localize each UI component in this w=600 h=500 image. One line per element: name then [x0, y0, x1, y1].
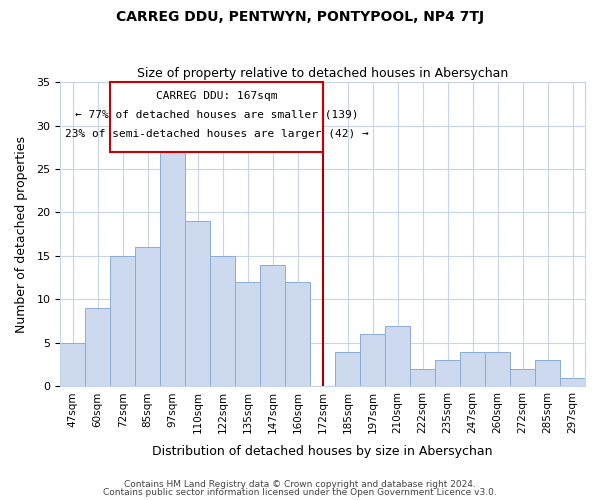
- Bar: [135, 248, 160, 386]
- Bar: [560, 378, 585, 386]
- Bar: [185, 221, 210, 386]
- X-axis label: Distribution of detached houses by size in Abersychan: Distribution of detached houses by size …: [152, 444, 493, 458]
- Text: ← 77% of detached houses are smaller (139): ← 77% of detached houses are smaller (13…: [74, 109, 358, 119]
- Bar: [110, 256, 135, 386]
- FancyBboxPatch shape: [110, 82, 323, 152]
- Bar: [460, 352, 485, 386]
- Bar: [385, 326, 410, 386]
- Text: Contains HM Land Registry data © Crown copyright and database right 2024.: Contains HM Land Registry data © Crown c…: [124, 480, 476, 489]
- Bar: [360, 334, 385, 386]
- Bar: [335, 352, 360, 386]
- Bar: [285, 282, 310, 387]
- Bar: [60, 343, 85, 386]
- Y-axis label: Number of detached properties: Number of detached properties: [15, 136, 28, 332]
- Bar: [435, 360, 460, 386]
- Text: Contains public sector information licensed under the Open Government Licence v3: Contains public sector information licen…: [103, 488, 497, 497]
- Bar: [410, 369, 435, 386]
- Bar: [235, 282, 260, 387]
- Bar: [85, 308, 110, 386]
- Bar: [535, 360, 560, 386]
- Text: CARREG DDU: 167sqm: CARREG DDU: 167sqm: [155, 91, 277, 101]
- Bar: [485, 352, 510, 386]
- Bar: [210, 256, 235, 386]
- Text: 23% of semi-detached houses are larger (42) →: 23% of semi-detached houses are larger (…: [65, 129, 368, 139]
- Bar: [510, 369, 535, 386]
- Text: CARREG DDU, PENTWYN, PONTYPOOL, NP4 7TJ: CARREG DDU, PENTWYN, PONTYPOOL, NP4 7TJ: [116, 10, 484, 24]
- Bar: [160, 134, 185, 386]
- Bar: [260, 264, 285, 386]
- Title: Size of property relative to detached houses in Abersychan: Size of property relative to detached ho…: [137, 66, 508, 80]
